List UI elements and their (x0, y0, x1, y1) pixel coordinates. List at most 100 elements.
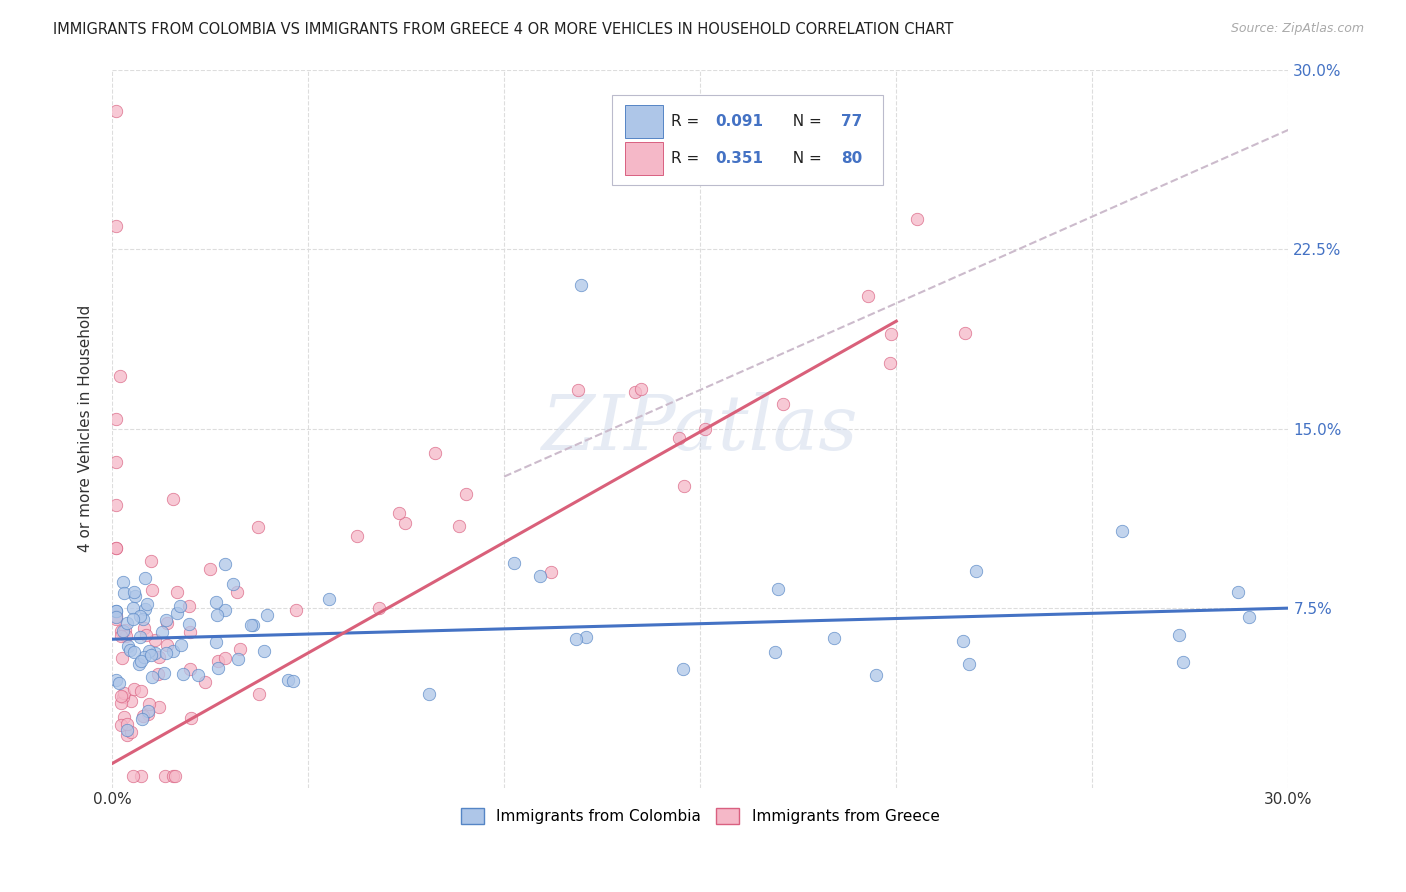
Point (856, 289, 879, 303)
Text: 80: 80 (841, 151, 863, 166)
Point (148, 667, 170, 681)
Point (129, 630, 152, 644)
Point (104, 541, 127, 556)
Point (136, 707, 159, 722)
Point (205, 594, 228, 608)
Point (134, 621, 156, 635)
Point (207, 661, 229, 675)
Point (153, 665, 176, 680)
Point (368, 600, 391, 615)
FancyBboxPatch shape (624, 105, 662, 138)
Point (112, 586, 135, 600)
Point (132, 650, 155, 665)
Text: R =: R = (671, 151, 704, 166)
Point (104, 604, 127, 618)
Point (110, 690, 132, 704)
Legend: Immigrants from Colombia, Immigrants from Greece: Immigrants from Colombia, Immigrants fro… (456, 802, 945, 830)
Point (115, 616, 138, 631)
Point (104, 412, 127, 426)
Point (214, 603, 236, 617)
Point (449, 518, 471, 533)
Point (141, 669, 163, 683)
Point (153, 768, 176, 782)
Point (122, 644, 145, 658)
Point (162, 768, 184, 782)
Point (112, 685, 135, 699)
Point (388, 507, 411, 521)
Point (104, 219, 127, 233)
Point (205, 635, 228, 649)
Point (110, 629, 132, 643)
Point (880, 326, 903, 341)
Text: 77: 77 (841, 114, 863, 129)
Text: N =: N = (783, 151, 827, 166)
Point (529, 569, 551, 583)
Point (141, 648, 163, 662)
Point (143, 646, 166, 660)
Point (128, 657, 150, 671)
Y-axis label: 4 or more Vehicles in Household: 4 or more Vehicles in Household (79, 305, 93, 552)
Point (187, 668, 209, 682)
Point (155, 616, 177, 631)
Point (668, 432, 690, 446)
Point (104, 609, 127, 624)
Point (879, 356, 901, 370)
Point (115, 629, 138, 643)
Point (454, 486, 477, 500)
Point (112, 710, 135, 724)
Point (110, 696, 132, 710)
Point (156, 638, 179, 652)
Point (226, 652, 249, 666)
Point (111, 650, 134, 665)
Point (166, 585, 188, 599)
Point (285, 603, 308, 617)
Point (122, 601, 145, 615)
Point (135, 598, 157, 612)
Point (121, 612, 143, 626)
Point (124, 682, 146, 697)
Point (112, 690, 135, 705)
Point (117, 640, 139, 654)
Point (143, 632, 166, 647)
Point (104, 103, 127, 118)
Text: ZIPatlas: ZIPatlas (541, 392, 859, 466)
Point (207, 654, 229, 668)
Point (120, 725, 142, 739)
Point (129, 684, 152, 698)
Point (148, 650, 170, 665)
Point (766, 582, 789, 597)
Point (239, 617, 262, 632)
Point (207, 608, 229, 623)
Point (138, 698, 160, 712)
Point (104, 608, 127, 623)
Point (194, 675, 217, 690)
Point (283, 674, 305, 689)
Text: 0.091: 0.091 (716, 114, 763, 129)
Point (693, 422, 716, 436)
Text: 0.351: 0.351 (716, 151, 763, 166)
Point (110, 718, 132, 732)
Point (672, 478, 695, 492)
Point (162, 644, 184, 658)
Point (115, 717, 138, 731)
Point (953, 326, 976, 340)
Point (672, 662, 695, 676)
Point (131, 712, 153, 726)
Point (172, 667, 194, 681)
Point (114, 623, 136, 637)
Point (823, 631, 845, 645)
Point (141, 583, 163, 598)
Point (246, 519, 269, 533)
Point (222, 577, 245, 591)
Point (104, 498, 127, 512)
Point (1111, 524, 1133, 538)
Point (569, 278, 592, 293)
Point (163, 768, 186, 782)
Point (229, 641, 252, 656)
Point (1171, 655, 1194, 669)
Point (138, 704, 160, 718)
Text: N =: N = (783, 114, 827, 129)
Point (122, 584, 145, 599)
Point (242, 618, 264, 632)
Point (253, 644, 276, 658)
